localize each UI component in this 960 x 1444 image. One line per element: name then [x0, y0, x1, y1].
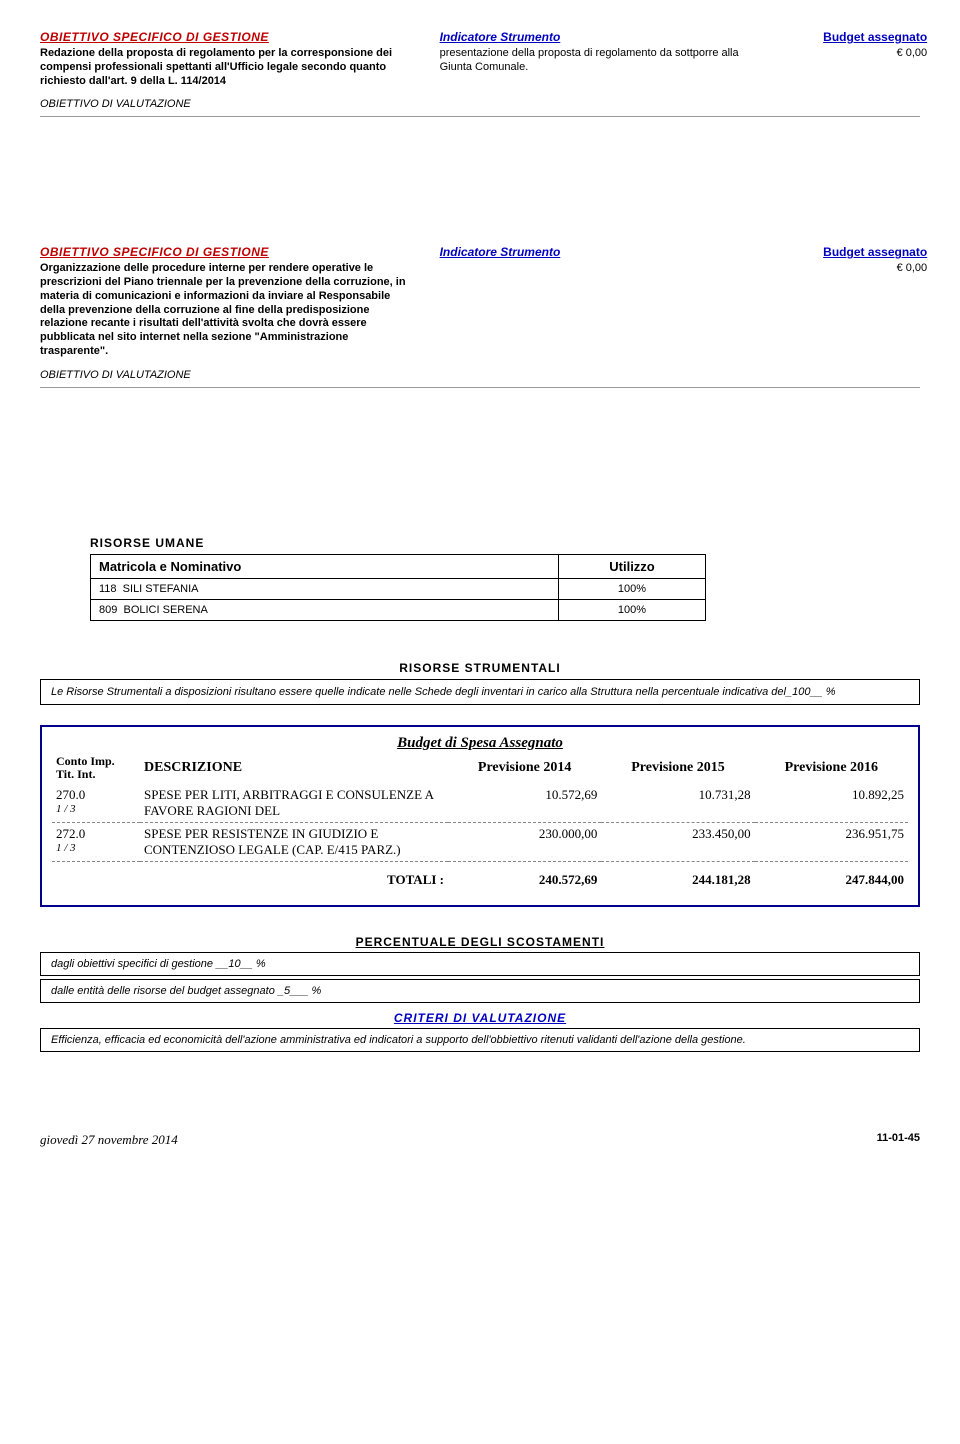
- instrumental-resources-text: Le Risorse Strumentali a disposizioni ri…: [40, 679, 920, 705]
- budget-frame: Budget di Spesa Assegnato Conto Imp. Tit…: [40, 725, 920, 907]
- budget-total-label: TOTALI :: [140, 861, 448, 891]
- pct-title: PERCENTUALE DEGLI SCOSTAMENTI: [40, 935, 920, 949]
- human-resources-title: RISORSE UMANE: [90, 536, 920, 550]
- budget-p3: 236.951,75: [755, 822, 908, 861]
- budget-titint: 1 / 3: [56, 842, 136, 854]
- indicator-text: presentazione della proposta di regolame…: [440, 47, 739, 88]
- budget-t1: 240.572,69: [448, 861, 601, 891]
- budget-th-p1: Previsione 2014: [448, 752, 601, 784]
- pct-line-1: dagli obiettivi specifici di gestione __…: [40, 952, 920, 976]
- budget-t2: 244.181,28: [601, 861, 754, 891]
- criteria-title: CRITERI DI VALUTAZIONE: [40, 1011, 920, 1025]
- page-footer: giovedì 27 novembre 2014 11-01-45: [40, 1132, 920, 1148]
- budget-th-desc: DESCRIZIONE: [140, 752, 448, 784]
- objective-description: Organizzazione delle procedure interne p…: [40, 262, 410, 358]
- budget-desc: SPESE PER RESISTENZE IN GIUDIZIO E CONTE…: [140, 822, 448, 861]
- footer-page: 11-01-45: [877, 1132, 920, 1148]
- budget-value: € 0,00: [769, 47, 937, 88]
- indicator-heading: Indicatore Strumento: [440, 30, 561, 44]
- hr-util: 100%: [559, 578, 706, 599]
- separator: [40, 116, 920, 117]
- hr-matricola: 809: [99, 604, 117, 616]
- objective-heading: OBIETTIVO SPECIFICO DI GESTIONE: [40, 245, 269, 259]
- budget-conto: 272.0: [56, 826, 136, 842]
- valuation-label: OBIETTIVO DI VALUTAZIONE: [40, 369, 920, 381]
- criteria-text: Efficienza, efficacia ed economicità del…: [40, 1028, 920, 1052]
- human-resources-table: Matricola e Nominativo Utilizzo 118 SILI…: [90, 554, 706, 621]
- budget-t3: 247.844,00: [755, 861, 908, 891]
- pct-line-2: dalle entità delle risorse del budget as…: [40, 979, 920, 1003]
- budget-p2: 10.731,28: [601, 784, 754, 823]
- budget-value: € 0,00: [769, 262, 937, 358]
- budget-conto: 270.0: [56, 787, 136, 803]
- budget-th-p3: Previsione 2016: [755, 752, 908, 784]
- budget-th-p2: Previsione 2015: [601, 752, 754, 784]
- objective-block-2: OBIETTIVO SPECIFICO DI GESTIONE Indicato…: [40, 245, 920, 387]
- separator: [40, 387, 920, 388]
- hr-row: 118 SILI STEFANIA 100%: [91, 578, 706, 599]
- budget-box-title: Budget di Spesa Assegnato: [52, 735, 908, 752]
- hr-util: 100%: [559, 599, 706, 620]
- budget-row: 272.0 1 / 3 SPESE PER RESISTENZE IN GIUD…: [52, 822, 908, 861]
- budget-table: Conto Imp. Tit. Int. DESCRIZIONE Previsi…: [52, 752, 908, 891]
- instrumental-resources-title: RISORSE STRUMENTALI: [40, 661, 920, 675]
- budget-p2: 233.450,00: [601, 822, 754, 861]
- valuation-label: OBIETTIVO DI VALUTAZIONE: [40, 98, 920, 110]
- hr-matricola: 118: [99, 583, 117, 595]
- budget-total-row: TOTALI : 240.572,69 244.181,28 247.844,0…: [52, 861, 908, 891]
- budget-th-conto1: Conto Imp.: [56, 755, 136, 768]
- hr-nome: SILI STEFANIA: [123, 583, 199, 595]
- hr-header-util: Utilizzo: [559, 554, 706, 578]
- budget-titint: 1 / 3: [56, 803, 136, 815]
- hr-nome: BOLICI SERENA: [123, 604, 207, 616]
- objective-heading: OBIETTIVO SPECIFICO DI GESTIONE: [40, 30, 269, 44]
- budget-desc: SPESE PER LITI, ARBITRAGGI E CONSULENZE …: [140, 784, 448, 823]
- indicator-heading: Indicatore Strumento: [440, 245, 561, 259]
- budget-row: 270.0 1 / 3 SPESE PER LITI, ARBITRAGGI E…: [52, 784, 908, 823]
- budget-heading: Budget assegnato: [823, 245, 927, 259]
- budget-p1: 10.572,69: [448, 784, 601, 823]
- objective-block-1: OBIETTIVO SPECIFICO DI GESTIONE Indicato…: [40, 30, 920, 117]
- budget-p1: 230.000,00: [448, 822, 601, 861]
- objective-description: Redazione della proposta di regolamento …: [40, 47, 410, 88]
- hr-row: 809 BOLICI SERENA 100%: [91, 599, 706, 620]
- budget-p3: 10.892,25: [755, 784, 908, 823]
- hr-header-name: Matricola e Nominativo: [91, 554, 559, 578]
- footer-date: giovedì 27 novembre 2014: [40, 1132, 178, 1148]
- budget-th-conto2: Tit. Int.: [56, 768, 136, 781]
- budget-heading: Budget assegnato: [823, 30, 927, 44]
